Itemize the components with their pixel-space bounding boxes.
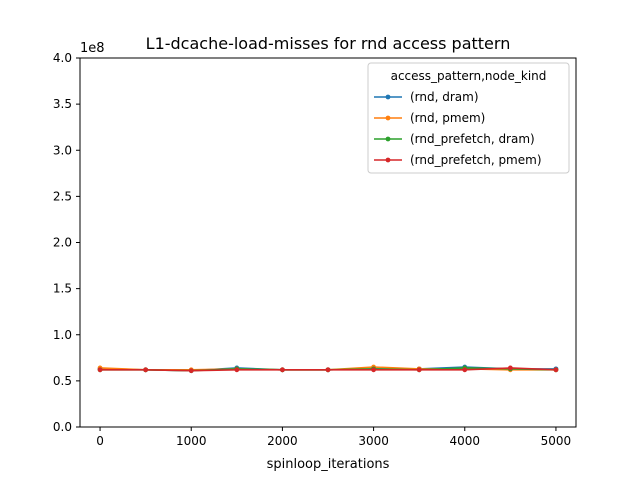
series-3-point-2	[188, 368, 194, 374]
chart-title: L1-dcache-load-misses for rnd access pat…	[146, 34, 511, 53]
y-tick-label-1: 0.5	[53, 374, 72, 388]
x-tick-label-2: 2000	[267, 434, 298, 448]
series-3-point-7	[416, 367, 422, 373]
x-tick-label-1: 1000	[176, 434, 207, 448]
series-3-point-5	[325, 367, 331, 373]
y-tick-label-6: 3.0	[53, 143, 72, 157]
y-tick-label-0: 0.0	[53, 420, 72, 434]
legend-swatch-marker-3	[385, 157, 391, 163]
series-3-point-4	[280, 367, 285, 373]
legend-swatch-marker-1	[385, 115, 391, 121]
legend-entry-0: (rnd, dram)	[410, 90, 479, 104]
y-tick-label-5: 2.5	[53, 189, 72, 203]
legend-swatch-marker-0	[385, 94, 391, 100]
x-tick-label-3: 3000	[358, 434, 389, 448]
y-tick-label-7: 3.5	[53, 97, 72, 111]
y-tick-label-4: 2.0	[53, 236, 72, 250]
y-tick-label-2: 1.0	[53, 328, 72, 342]
series-3-point-6	[371, 367, 376, 373]
series-3-point-0	[97, 367, 103, 373]
x-tick-label-5: 5000	[541, 434, 572, 448]
series-3-point-9	[507, 365, 513, 371]
series-3-point-10	[553, 367, 559, 373]
y-tick-label-8: 4.0	[53, 51, 72, 65]
y-tick-label-3: 1.5	[53, 282, 72, 296]
legend-box	[367, 62, 570, 174]
x-tick-label-0: 0	[96, 434, 104, 448]
x-tick-label-4: 4000	[449, 434, 480, 448]
legend-entry-3: (rnd_prefetch, pmem)	[410, 153, 542, 167]
legend-entry-2: (rnd_prefetch, dram)	[410, 132, 535, 146]
series-3-point-1	[143, 367, 149, 373]
x-axis-label: spinloop_iterations	[267, 457, 390, 472]
legend-title: access_pattern,node_kind	[391, 69, 547, 83]
legend-entry-1: (rnd, pmem)	[410, 111, 485, 125]
y-offset-label: 1e8	[80, 41, 105, 56]
legend-swatch-marker-2	[385, 136, 391, 142]
series-3-point-8	[462, 367, 468, 373]
series-3-point-3	[234, 367, 240, 373]
